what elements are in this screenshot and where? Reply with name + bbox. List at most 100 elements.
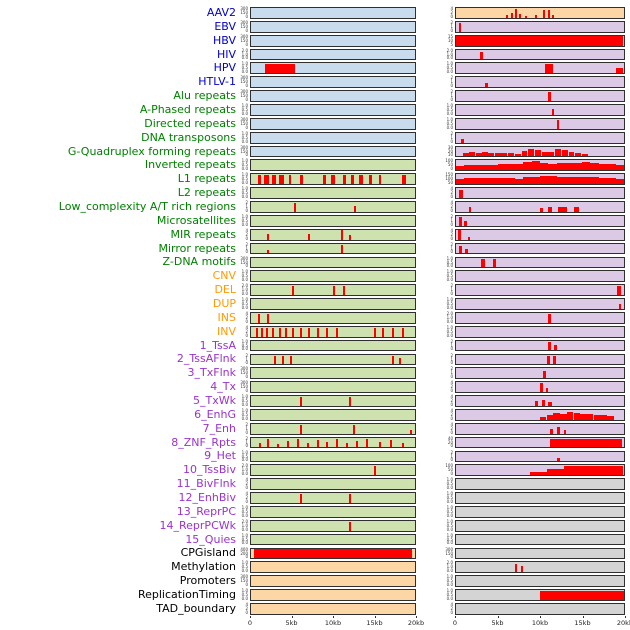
signal-bar	[456, 178, 465, 185]
y-axis-ticks-right: 1.0 0.5 0.0	[416, 492, 455, 504]
y-tick-label: 2	[450, 130, 453, 136]
track-label: 13_ReprPC	[176, 504, 236, 518]
track-label: 15_Quies	[185, 532, 236, 546]
y-tick-label: 0.0	[446, 277, 453, 283]
y-tick-label: 0	[245, 152, 248, 158]
y-tick-label: 1	[450, 79, 453, 85]
y-axis-ticks-left: 1.0 0.5 0.0	[236, 298, 250, 310]
y-tick-label: 0.0	[241, 512, 248, 518]
track-label: 12_EnhBiv	[178, 491, 236, 504]
track-label: DUP	[212, 296, 236, 310]
y-tick-label: 150	[240, 23, 248, 29]
y-axis-ticks-right: 1.0 0.5 0.0	[416, 298, 455, 310]
y-tick-label: 4	[450, 227, 453, 233]
track-label: TAD_boundary	[156, 601, 236, 615]
track-label: 7_Enh	[202, 421, 236, 435]
y-tick-label: 0.5	[446, 328, 453, 334]
y-tick-label: 0	[450, 609, 453, 615]
y-tick-label: 0.0	[446, 332, 453, 338]
y-tick-label: 0.5	[241, 453, 248, 459]
track-panel-left	[250, 131, 416, 144]
y-tick-label: 0.5	[241, 301, 248, 307]
y-tick-label: 0.5	[446, 273, 453, 279]
signal-bar	[534, 401, 539, 406]
y-tick-label: 2	[245, 241, 248, 247]
y-tick-label: 0.5	[241, 411, 248, 417]
y-axis-ticks-right: 100 50 0	[416, 159, 455, 171]
signal-bar	[531, 176, 540, 185]
track-label: HTLV-1	[198, 75, 236, 89]
y-tick-label: 2	[245, 421, 248, 427]
y-tick-label: 4	[450, 601, 453, 607]
track-panel-right	[455, 519, 625, 532]
signal-bar	[458, 23, 462, 32]
y-axis-ticks-right: 30 20 10	[416, 145, 455, 158]
y-tick-label: 0.0	[446, 304, 453, 310]
y-tick-label: 0	[450, 13, 453, 19]
y-tick-label: 4	[245, 491, 248, 497]
track-row-l1-repeats: L1 repeats 1.0 0.5 0.0 150 100 50	[2, 172, 628, 186]
y-axis-ticks-right: 1.0 0.5 0.0	[416, 104, 455, 116]
y-tick-label: 2	[450, 366, 453, 372]
signal-bar	[573, 177, 582, 185]
y-tick-label: 0	[245, 318, 248, 324]
track-row-l2-repeats: L2 repeats 1.0 0.5 0.0 4 2 0	[2, 186, 628, 200]
y-tick-label: 1.0	[446, 504, 453, 510]
x-tick-mark	[333, 615, 334, 618]
signal-bar	[548, 176, 557, 185]
y-tick-label: 0	[245, 83, 248, 89]
signal-bar	[540, 590, 624, 600]
track-row-methylation: Methylation 1.0 0.5 0.0 2.0 1.0 0.0	[2, 560, 628, 574]
y-tick-label: 0.5	[241, 273, 248, 279]
track-panel-right	[455, 505, 625, 518]
y-tick-label: 100	[445, 463, 453, 469]
y-tick-label: 2	[450, 89, 453, 95]
signal-bar	[607, 178, 616, 185]
y-tick-label: 0	[245, 429, 248, 435]
y-tick-label: 4	[450, 407, 453, 413]
track-label: 6_EnhG	[194, 407, 236, 421]
y-tick-label: 2	[450, 190, 453, 196]
signal-bar	[551, 108, 555, 115]
track-panel-left	[250, 602, 416, 615]
track-panel-right	[455, 492, 625, 504]
y-tick-label: 4	[245, 227, 248, 233]
signal-bar	[593, 414, 601, 420]
y-tick-label: 2.0	[446, 47, 453, 53]
x-tick-mark	[374, 615, 376, 618]
y-axis-ticks-left: 2.0 1.0 0.0	[236, 284, 250, 296]
track-panel-right	[455, 533, 625, 546]
track-panel-left	[250, 450, 416, 463]
track-label: Alu repeats	[173, 89, 236, 103]
y-axis-ticks-left: 2.0 1.0 0.0	[236, 519, 250, 532]
track-row-alu-repeats: Alu repeats 300 150 0 2 1 0	[2, 89, 628, 103]
y-tick-label: 0.0	[241, 221, 248, 227]
signal-bar	[545, 387, 548, 393]
signal-bar	[514, 8, 518, 18]
signal-bar	[556, 119, 560, 129]
y-tick-label: 4	[450, 186, 453, 192]
signal-bar	[481, 178, 490, 185]
signal-bar	[464, 220, 467, 226]
y-tick-label: 2	[450, 19, 453, 25]
y-tick-label: 0	[245, 374, 248, 380]
signal-bar	[494, 153, 501, 157]
y-axis-ticks-left: 1.0 0.5 0.0	[236, 104, 250, 116]
track-label: AAV2	[206, 5, 236, 19]
y-tick-label: 0.5	[446, 107, 453, 113]
signal-bar	[580, 414, 587, 420]
signal-bar	[341, 244, 344, 254]
signal-bar	[369, 175, 373, 185]
signal-bar	[590, 177, 599, 185]
track-row-tad-boundary: TAD_boundary 4 2 0 4 2 0	[2, 602, 628, 616]
track-panel-right	[455, 48, 625, 61]
signal-bar	[378, 441, 381, 448]
y-tick-label: 0	[245, 388, 248, 394]
track-row-12-enhbiv: 12_EnhBiv 4 2 0 1.0 0.5 0.0	[2, 491, 628, 505]
signal-bar	[487, 152, 494, 157]
y-tick-label: 150	[240, 259, 248, 265]
y-tick-label: 0.5	[241, 398, 248, 404]
y-tick-label: 2	[450, 338, 453, 344]
